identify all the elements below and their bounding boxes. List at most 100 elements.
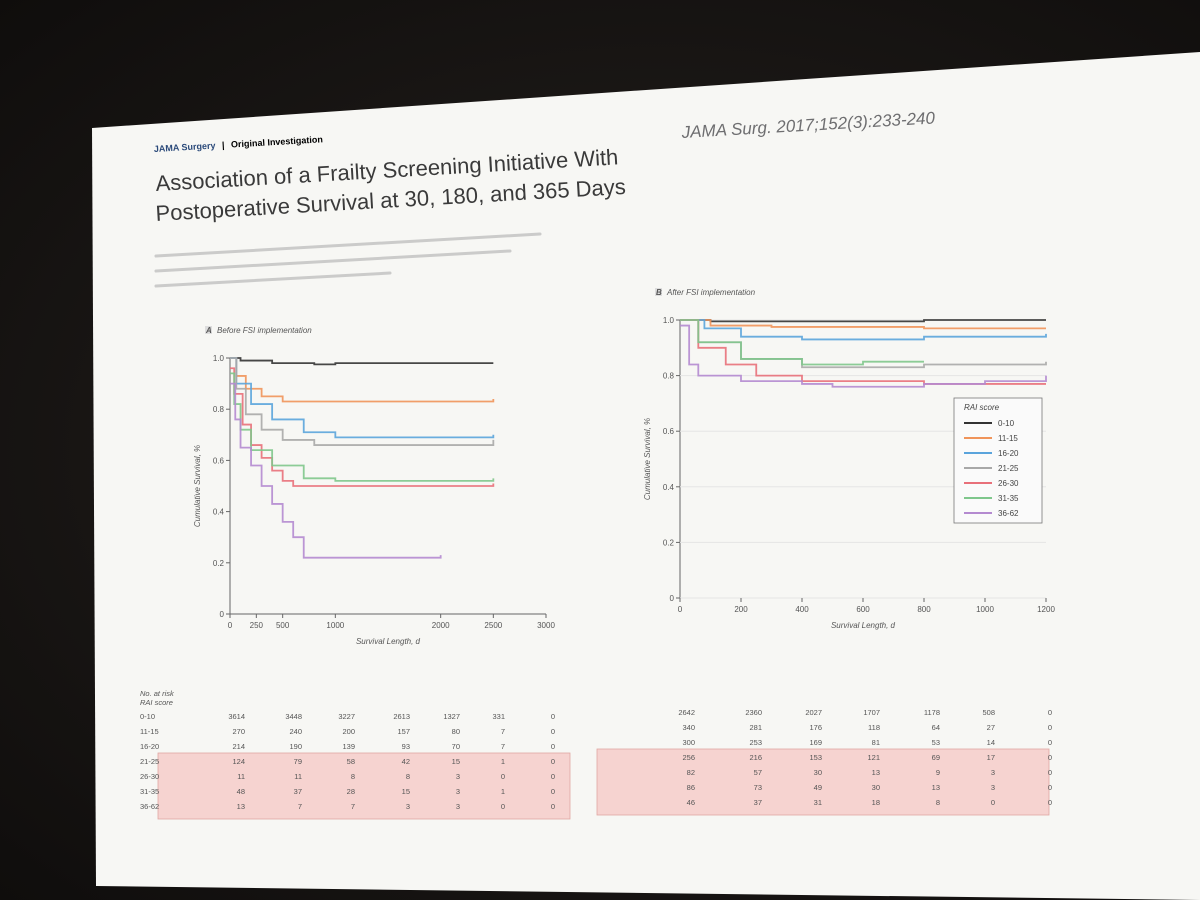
risk-row-label: 11-15 — [140, 727, 159, 736]
risk-cell: 82 — [687, 768, 695, 777]
y-axis-label: Cumulative Survival, % — [643, 418, 652, 500]
risk-cell: 0 — [551, 742, 555, 751]
risk-cell: 3 — [456, 787, 460, 796]
x-tick-label: 0 — [228, 621, 233, 630]
risk-cell: 0 — [501, 772, 505, 781]
risk-cell: 281 — [749, 723, 762, 732]
risk-cell: 2027 — [805, 708, 822, 717]
risk-cell: 0 — [1048, 753, 1052, 762]
x-tick-label: 3000 — [537, 621, 555, 630]
risk-cell: 270 — [232, 727, 245, 736]
risk-cell: 216 — [749, 753, 762, 762]
y-tick-label: 0.6 — [213, 456, 225, 465]
risk-row-label: 36-62 — [140, 802, 159, 811]
risk-cell: 14 — [987, 738, 995, 747]
risk-cell: 0 — [1048, 738, 1052, 747]
legend-label: 0-10 — [998, 419, 1015, 428]
risk-cell: 48 — [237, 787, 245, 796]
journal-name: JAMA Surgery — [154, 140, 216, 154]
y-tick-label: 0.4 — [663, 483, 675, 492]
risk-cell: 49 — [814, 783, 822, 792]
legend-label: 26-30 — [998, 479, 1019, 488]
risk-cell: 253 — [749, 738, 762, 747]
y-axis-label: Cumulative Survival, % — [193, 445, 202, 527]
y-tick-label: 0.2 — [663, 538, 675, 547]
x-tick-label: 250 — [250, 621, 264, 630]
journal-separator: | — [222, 140, 225, 150]
x-axis-label: Survival Length, d — [831, 621, 896, 630]
risk-row-label: 21-25 — [140, 757, 159, 766]
risk-cell: 81 — [872, 738, 880, 747]
risk-cell: 11 — [294, 772, 302, 781]
series-line-7 — [230, 382, 442, 559]
risk-header: No. at risk — [140, 689, 175, 698]
legend-label: 36-62 — [998, 509, 1019, 518]
risk-cell: 0 — [1048, 708, 1052, 717]
risk-cell: 30 — [814, 768, 822, 777]
risk-row-label: 31-35 — [140, 787, 159, 796]
risk-cell: 508 — [982, 708, 995, 717]
y-tick-label: 0.8 — [213, 405, 225, 414]
x-tick-label: 2000 — [432, 621, 450, 630]
x-tick-label: 1000 — [976, 605, 994, 614]
risk-cell: 37 — [754, 798, 762, 807]
y-tick-label: 1.0 — [213, 354, 225, 363]
series-line-5 — [230, 367, 495, 487]
x-tick-label: 200 — [734, 605, 748, 614]
risk-cell: 9 — [936, 768, 940, 777]
risk-cell: 79 — [294, 757, 302, 766]
y-tick-label: 0 — [220, 610, 225, 619]
series-line-4 — [230, 357, 495, 446]
x-tick-label: 1200 — [1037, 605, 1055, 614]
risk-cell: 256 — [682, 753, 695, 762]
risk-cell: 3 — [456, 772, 460, 781]
risk-cell: 11 — [237, 772, 245, 781]
risk-cell: 0 — [501, 802, 505, 811]
legend-label: 31-35 — [998, 494, 1019, 503]
risk-cell: 0 — [1048, 783, 1052, 792]
risk-cell: 80 — [452, 727, 460, 736]
x-axis-label: Survival Length, d — [356, 637, 421, 646]
risk-cell: 3 — [456, 802, 460, 811]
risk-cell: 124 — [232, 757, 245, 766]
risk-cell: 300 — [682, 738, 695, 747]
y-tick-label: 0.6 — [663, 427, 675, 436]
risk-cell: 3 — [991, 768, 995, 777]
risk-cell: 0 — [551, 802, 555, 811]
risk-cell: 15 — [452, 757, 460, 766]
x-tick-label: 2500 — [484, 621, 502, 630]
risk-cell: 27 — [987, 723, 995, 732]
y-tick-label: 1.0 — [663, 316, 675, 325]
chart-a: A Before FSI implementation 0 0.2 0.4 0.6 0.8 1… — [193, 326, 555, 646]
x-tick-label: 400 — [795, 605, 809, 614]
risk-cell: 93 — [402, 742, 410, 751]
risk-cell: 28 — [347, 787, 355, 796]
risk-cell: 53 — [932, 738, 940, 747]
risk-cell: 18 — [872, 798, 880, 807]
author-lines — [154, 232, 542, 288]
panel-letter-box — [655, 288, 662, 296]
risk-cell: 8 — [406, 772, 410, 781]
risk-cell: 8 — [936, 798, 940, 807]
risk-cell: 3448 — [285, 712, 302, 721]
risk-cell: 13 — [872, 768, 880, 777]
series-line-6 — [230, 372, 495, 482]
risk-cell: 31 — [814, 798, 822, 807]
risk-cell: 0 — [551, 727, 555, 736]
x-tick-label: 1000 — [326, 621, 344, 630]
risk-cell: 176 — [809, 723, 822, 732]
risk-cell: 0 — [1048, 798, 1052, 807]
risk-cell: 73 — [754, 783, 762, 792]
risk-cell: 200 — [342, 727, 355, 736]
risk-cell: 1707 — [863, 708, 880, 717]
risk-cell: 214 — [232, 742, 245, 751]
risk-cell: 118 — [868, 723, 880, 732]
risk-row-label: 0-10 — [140, 712, 155, 721]
risk-cell: 240 — [289, 727, 302, 736]
risk-cell: 1 — [501, 787, 505, 796]
y-tick-label: 0 — [670, 594, 675, 603]
risk-cell: 7 — [298, 802, 302, 811]
risk-header: RAI score — [140, 698, 173, 707]
risk-cell: 169 — [809, 738, 822, 747]
risk-cell: 64 — [932, 723, 940, 732]
